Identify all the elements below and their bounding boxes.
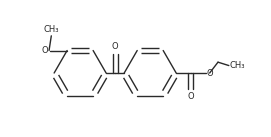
Text: O: O	[112, 42, 118, 51]
Text: CH₃: CH₃	[44, 25, 59, 34]
Text: CH₃: CH₃	[230, 61, 246, 70]
Text: O: O	[207, 68, 214, 78]
Text: O: O	[188, 92, 194, 101]
Text: O: O	[42, 46, 48, 55]
